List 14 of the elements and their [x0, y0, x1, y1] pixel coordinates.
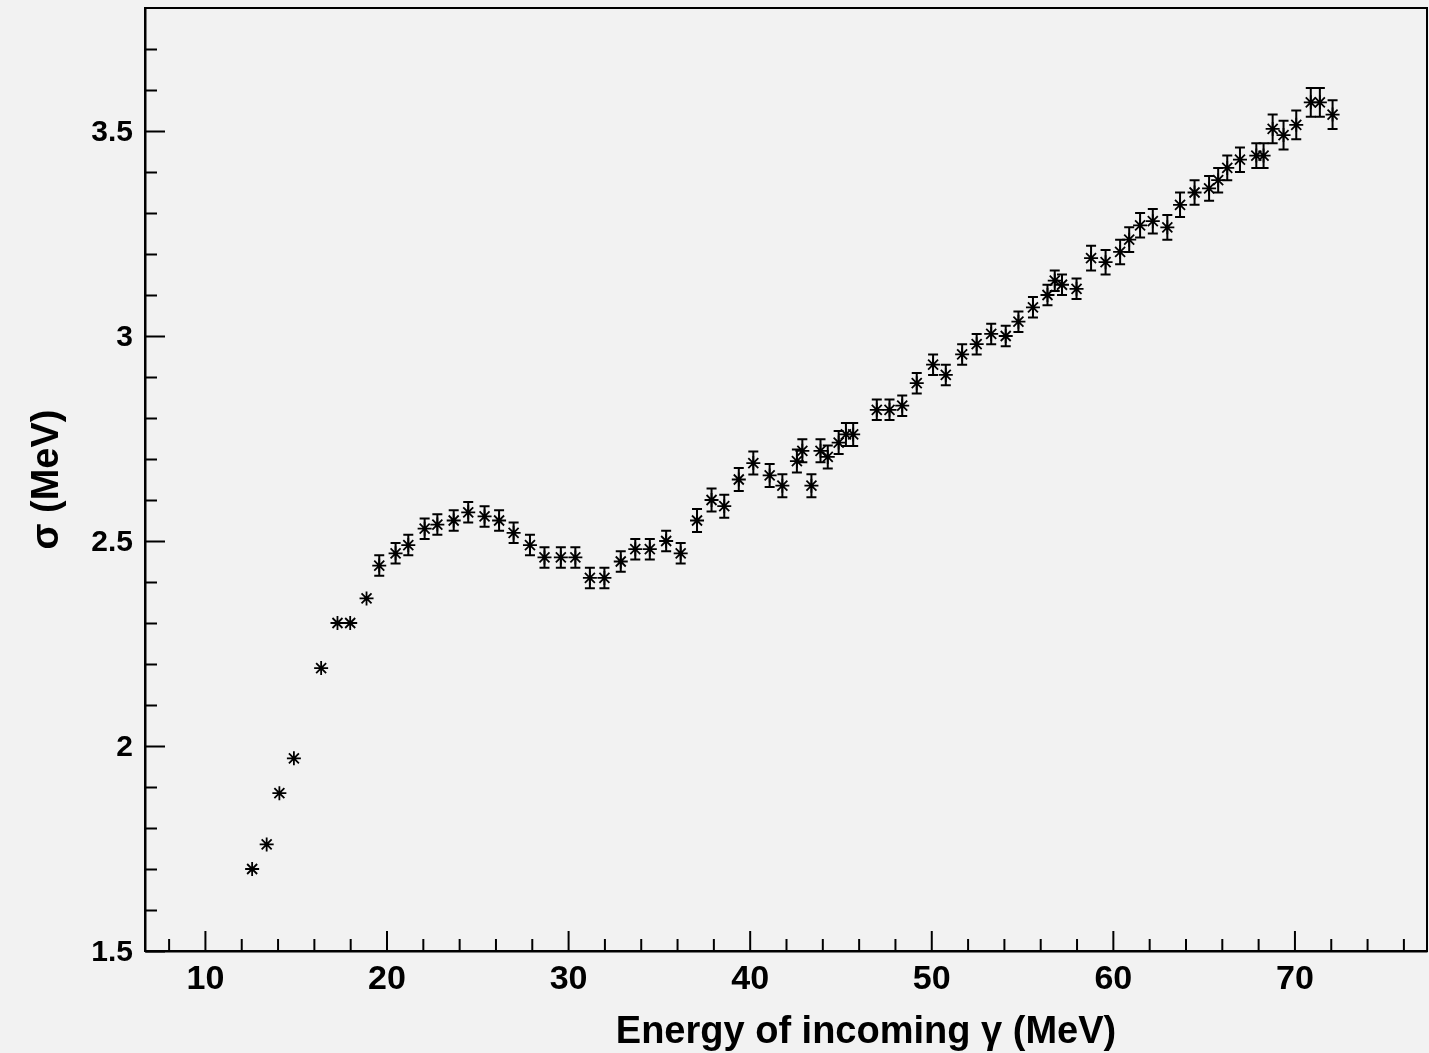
x-tick-label: 40 — [731, 958, 770, 997]
x-tick-label: 10 — [186, 958, 225, 997]
y-axis-title: σ (MeV) — [24, 409, 66, 550]
x-axis-title: Energy of incoming γ (MeV) — [615, 1009, 1117, 1051]
y-tick-label: 3.5 — [91, 114, 133, 148]
x-tick-label: 70 — [1276, 958, 1314, 997]
y-tick-label: 2.5 — [91, 524, 133, 558]
x-tick-label: 30 — [549, 958, 588, 997]
y-tick-label: 1.5 — [91, 934, 133, 968]
x-tick-label: 20 — [368, 958, 406, 997]
x-tick-label: 60 — [1094, 958, 1133, 997]
y-tick-label: 3 — [116, 319, 133, 353]
x-tick-label: 50 — [912, 958, 951, 997]
y-tick-label: 2 — [116, 729, 133, 763]
